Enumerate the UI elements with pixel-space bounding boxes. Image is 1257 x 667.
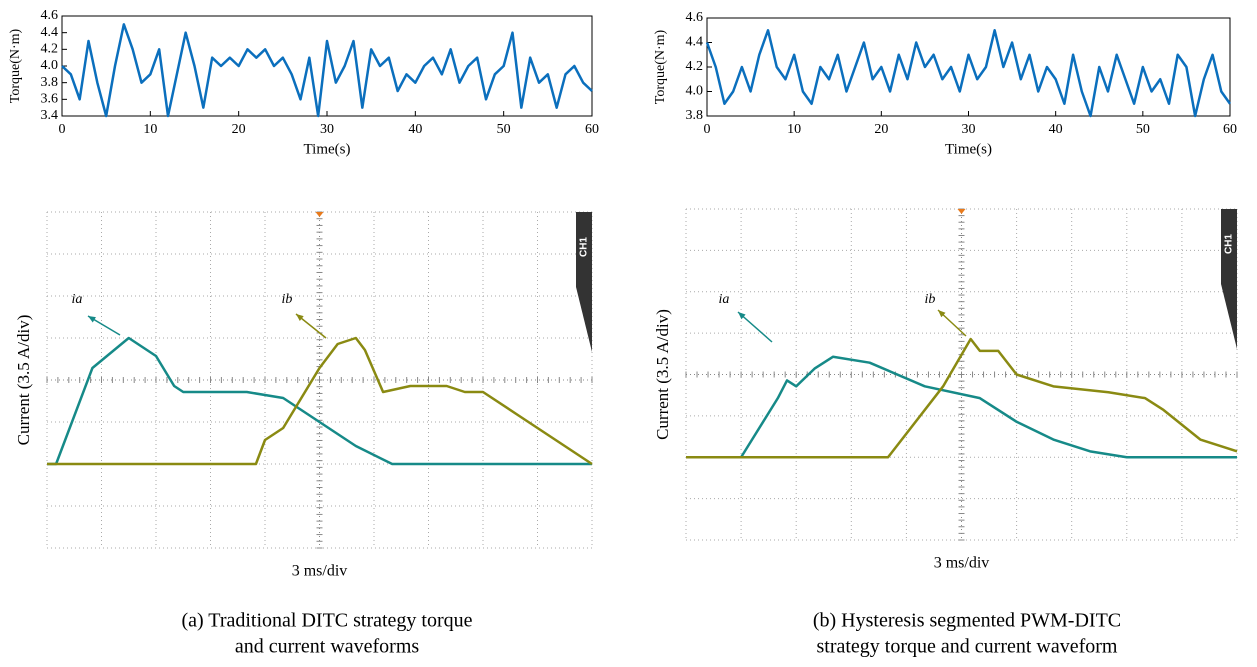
y-tick-label: 4.0 [686, 84, 704, 99]
caption: (a) Traditional DITC strategy torque [181, 610, 472, 632]
y-tick-label: 4.6 [686, 10, 704, 25]
channel-label: CH1 [579, 237, 590, 257]
caption: (b) Hysteresis segmented PWM-DITC [813, 610, 1121, 632]
trace-label: ia [719, 292, 730, 307]
x-tick-label: 40 [408, 122, 422, 137]
torque-line [707, 30, 1230, 116]
x-tick-label: 20 [874, 122, 888, 137]
x-tick-label: 30 [320, 122, 334, 137]
current-trace [686, 339, 1237, 457]
x-tick-label: 10 [787, 122, 801, 137]
y-tick-label: 3.6 [41, 92, 59, 107]
y-axis-label: Torque(N·m) [653, 29, 668, 104]
y-tick-label: 3.8 [686, 108, 704, 123]
y-axis-label: Current (3.5 A/div) [14, 315, 33, 446]
x-tick-label: 20 [232, 122, 246, 137]
y-axis-label: Current (3.5 A/div) [653, 309, 672, 440]
y-tick-label: 4.2 [41, 42, 59, 57]
x-tick-label: 60 [1223, 122, 1237, 137]
y-tick-label: 3.8 [41, 75, 59, 90]
y-tick-label: 4.2 [686, 59, 704, 74]
caption: and current waveforms [235, 636, 420, 658]
x-tick-label: 60 [585, 122, 599, 137]
x-axis-label: Time(s) [304, 141, 351, 157]
x-tick-label: 0 [704, 122, 711, 137]
x-tick-label: 40 [1049, 122, 1063, 137]
y-tick-label: 3.4 [41, 108, 59, 123]
x-tick-label: 50 [497, 122, 511, 137]
trace-label: ib [925, 292, 936, 307]
trigger-marker [958, 209, 966, 214]
x-tick-label: 50 [1136, 122, 1150, 137]
trace-label: ia [72, 292, 83, 307]
y-tick-label: 4.0 [41, 58, 59, 73]
x-axis-label: 3 ms/div [292, 563, 348, 580]
plot-frame [62, 16, 592, 116]
channel-tab [1221, 209, 1237, 349]
y-axis-label: Torque(N·m) [8, 28, 23, 103]
x-axis-label: Time(s) [945, 141, 992, 157]
torque-line [62, 24, 592, 116]
channel-label: CH1 [1224, 234, 1235, 254]
y-tick-label: 4.6 [41, 8, 59, 23]
y-tick-label: 4.4 [686, 35, 704, 50]
x-tick-label: 0 [59, 122, 66, 137]
x-axis-label: 3 ms/div [934, 555, 990, 572]
figure: (a) Traditional DITC strategy torque and… [0, 0, 1257, 667]
trace-label: ib [282, 292, 293, 307]
x-tick-label: 30 [962, 122, 976, 137]
channel-tab [576, 212, 592, 352]
y-tick-label: 4.4 [41, 25, 59, 40]
plot-frame [707, 18, 1230, 116]
trigger-marker [316, 212, 324, 217]
caption: strategy torque and current waveform [817, 636, 1118, 658]
x-tick-label: 10 [143, 122, 157, 137]
